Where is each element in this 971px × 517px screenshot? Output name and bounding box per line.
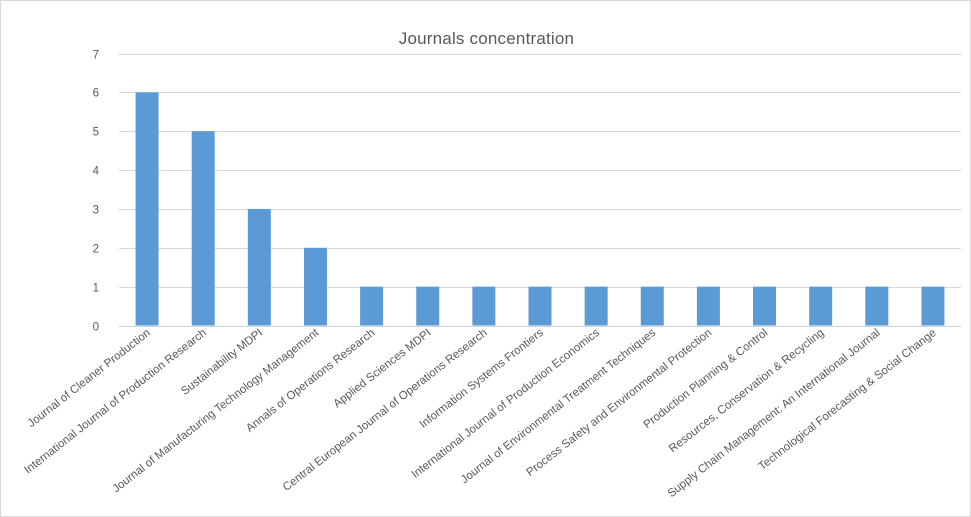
bar — [640, 286, 664, 326]
y-tick-label: 2 — [93, 244, 99, 256]
x-tick-label: Supply Chain Management: An Internationa… — [666, 327, 883, 500]
bar — [416, 286, 440, 326]
bar — [809, 286, 833, 326]
bar — [247, 208, 271, 326]
y-tick-label: 3 — [93, 205, 99, 217]
bar — [528, 286, 552, 326]
chart-title: Journals concentration — [398, 29, 575, 48]
y-tick-label: 5 — [93, 127, 99, 139]
x-tick-label: Central European Journal of Operations R… — [281, 327, 490, 494]
y-tick-label: 4 — [93, 166, 100, 178]
y-tick-label: 1 — [93, 283, 99, 295]
y-tick-label: 0 — [93, 322, 99, 334]
x-tick-label: Journal of Environmental Treatment Techn… — [459, 327, 658, 486]
bar — [753, 286, 777, 326]
bar — [865, 286, 889, 326]
bar — [360, 286, 384, 326]
x-tick-label: Journal of Manufacturing Technology Mana… — [111, 326, 322, 495]
bar — [472, 286, 496, 326]
bar — [191, 131, 215, 326]
bar — [303, 247, 327, 326]
y-tick-label: 7 — [93, 50, 99, 62]
x-tick-label: Applied Sciences MDPI — [331, 327, 433, 410]
y-tick-label: 6 — [93, 88, 99, 100]
bar — [584, 286, 608, 326]
bar — [921, 286, 945, 326]
bar — [135, 92, 159, 326]
bar — [696, 286, 720, 326]
